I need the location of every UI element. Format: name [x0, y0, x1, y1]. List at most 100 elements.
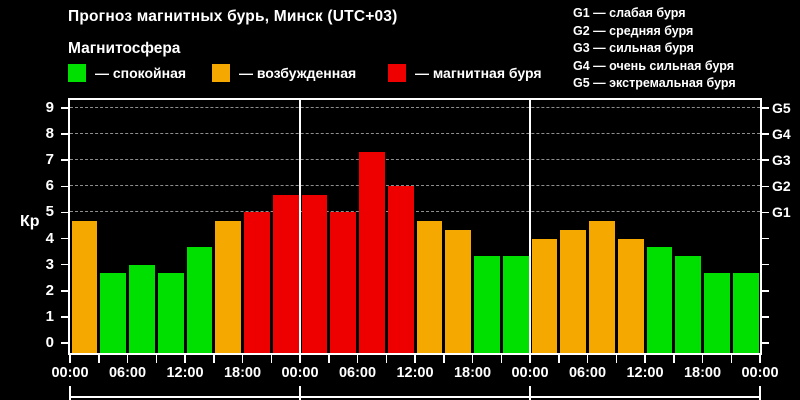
x-tick [644, 355, 646, 363]
y-tick-label: 9 [45, 99, 54, 116]
x-tick [213, 355, 215, 363]
x-tick [471, 355, 474, 363]
plot-area [68, 98, 762, 355]
y-tick-right [762, 237, 769, 240]
date-axis-tick [69, 386, 71, 400]
y-tick-left [61, 211, 68, 214]
x-tick [673, 355, 675, 363]
gridline-kp7 [70, 159, 760, 161]
kp-bar [100, 273, 126, 353]
y-tick-label: 3 [45, 255, 54, 273]
x-tick [299, 355, 301, 363]
x-tick [443, 355, 445, 363]
legend-item-active: — возбужденная [212, 64, 356, 82]
kp-bar [186, 247, 213, 353]
x-tick [98, 355, 100, 363]
y-tick-label: 2 [45, 281, 54, 299]
y-tick-right [762, 263, 769, 266]
kp-bar [502, 256, 529, 353]
y-tick-left [61, 107, 68, 109]
gridline-kp8 [70, 133, 760, 135]
chart-title: Прогноз магнитных бурь, Минск (UTC+03) [68, 8, 398, 25]
right-axis-label-g1: G1 [772, 204, 791, 221]
legend-label-active: — возбужденная [239, 65, 357, 81]
g-scale-line-g1: G1 — слабая буря [573, 6, 686, 20]
x-tick-label: 00:00 [511, 365, 549, 381]
kp-bar [416, 221, 443, 353]
right-axis-label-g4: G4 [772, 126, 791, 143]
date-axis-line [70, 396, 760, 398]
right-axis-label-g3: G3 [772, 152, 791, 169]
kp-bar [359, 151, 385, 353]
g-scale-line-g4: G4 — очень сильная буря [573, 58, 734, 73]
right-axis-label-g5: G5 [772, 100, 791, 116]
g-scale-line-g3: G3 — сильная буря [573, 41, 694, 55]
chart-subtitle: Магнитосфера [68, 40, 181, 57]
x-tick-label: 12:00 [626, 365, 664, 381]
x-tick [184, 355, 186, 363]
legend-label-quiet: — спокойная [95, 65, 187, 81]
kp-bar [675, 256, 701, 353]
y-tick-label: 1 [45, 307, 54, 325]
x-tick-label: 06:00 [108, 365, 147, 381]
x-tick [241, 355, 244, 363]
x-tick [385, 355, 387, 363]
y-tick-label: 8 [45, 125, 54, 143]
legend-label-storm: — магнитная буря [415, 65, 542, 81]
x-tick-label: 06:00 [568, 365, 607, 381]
y-tick-right [762, 342, 769, 344]
x-tick-label: 18:00 [453, 365, 492, 381]
kp-bar [646, 247, 673, 353]
active-color-swatch [212, 64, 230, 82]
g-scale-line-g5: G5 — экстремальная буря [573, 76, 736, 90]
kp-bar [704, 273, 730, 353]
x-tick [69, 355, 71, 363]
y-tick-label: 7 [45, 151, 54, 169]
kp-bar [589, 221, 615, 353]
day-boundary-line [299, 100, 301, 353]
y-tick-label: 4 [45, 229, 54, 247]
y-tick-left [61, 237, 68, 240]
x-tick [328, 355, 330, 363]
kp-bar [617, 238, 644, 353]
x-tick [414, 355, 416, 363]
x-tick [558, 355, 560, 363]
gridline-kp6 [70, 185, 760, 187]
kp-bar [560, 229, 586, 353]
y-tick-left [61, 159, 68, 161]
kp-bar [387, 186, 414, 353]
right-axis-label-g2: G2 [772, 178, 791, 195]
x-tick-label: 00:00 [281, 365, 319, 381]
y-tick-right [762, 290, 769, 292]
x-tick [586, 355, 589, 363]
date-axis-tick [299, 386, 301, 400]
date-axis-tick [529, 386, 531, 400]
kp-bar [732, 273, 759, 353]
kp-bar [215, 221, 241, 353]
x-tick-label: 12:00 [166, 365, 204, 381]
x-tick-label: 18:00 [683, 365, 722, 381]
kp-bar [531, 238, 558, 353]
x-tick-label: 18:00 [223, 365, 262, 381]
x-tick [529, 355, 531, 363]
x-tick-label: 12:00 [396, 365, 434, 381]
gridline-kp9 [70, 107, 760, 108]
g-scale-line-g2: G2 — средняя буря [573, 23, 694, 38]
x-tick [759, 355, 761, 363]
kp-bar [129, 264, 155, 353]
kp-bar [272, 194, 299, 353]
y-tick-label: 5 [45, 203, 54, 221]
y-tick-right [762, 211, 769, 214]
y-tick-right [762, 159, 769, 161]
x-tick [126, 355, 129, 363]
y-tick-left [61, 133, 68, 135]
kp-bar [301, 194, 328, 353]
x-tick [356, 355, 359, 363]
x-tick-label: 00:00 [51, 365, 89, 381]
kp-bar [71, 221, 98, 353]
day-boundary-line [529, 100, 531, 353]
y-tick-left [61, 342, 68, 344]
legend-item-storm: — магнитная буря [388, 64, 542, 82]
storm-color-swatch [388, 64, 406, 82]
